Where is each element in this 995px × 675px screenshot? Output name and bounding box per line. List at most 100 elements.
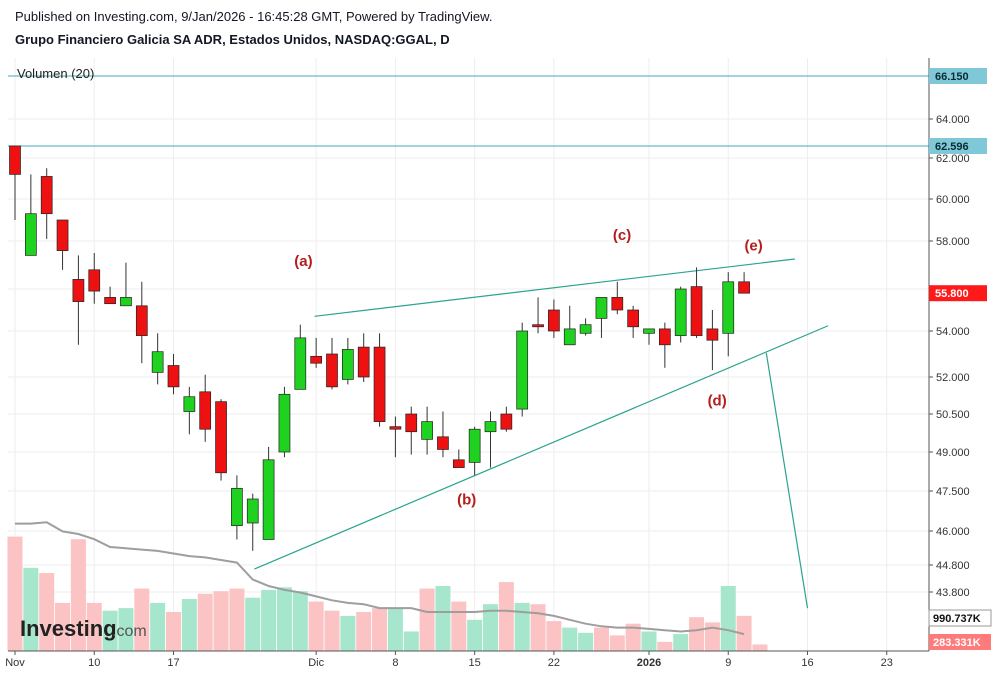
volume-bar (593, 627, 609, 651)
volume-bar (451, 601, 467, 651)
candle-body (199, 391, 212, 430)
candle-body (627, 309, 640, 328)
volume-bar (213, 591, 229, 651)
logo-suffix: .com (112, 623, 147, 640)
candle-body (405, 413, 418, 433)
volume-tag (929, 634, 991, 650)
candle-body (88, 269, 101, 292)
volume-bar (102, 610, 118, 651)
volume-bar (387, 608, 403, 651)
trendlines (254, 258, 829, 609)
candle-body (658, 328, 671, 346)
y-tick-label: 46.000 (936, 526, 970, 538)
candle (326, 337, 338, 390)
x-tick-label: Dic (308, 657, 324, 669)
candle (674, 286, 687, 343)
candle-body (25, 213, 37, 256)
candle (421, 406, 433, 455)
axes: 64.00062.00060.00058.00056.00054.00052.0… (5, 58, 992, 669)
candle-body (452, 459, 465, 468)
volume-tag-label: 990.737K (933, 613, 981, 625)
volume-bar (435, 586, 451, 651)
wave-label: (c) (613, 227, 631, 244)
volume-bars (7, 536, 768, 651)
candle-body (500, 413, 513, 430)
volume-bar (118, 608, 134, 651)
candle-body (595, 297, 608, 319)
volume-bar (419, 588, 435, 651)
volume-bar (609, 635, 625, 651)
candle (484, 411, 497, 468)
candle-body (120, 297, 132, 307)
wave-labels: (a) (b) (c) (d) (e) (294, 227, 762, 508)
candle (231, 475, 243, 540)
volume-label: Volumen (20) (17, 66, 94, 81)
volume-bar (261, 589, 277, 651)
candle-body (183, 396, 196, 412)
logo-main: Investing (20, 616, 117, 641)
y-tick-label: 47.500 (936, 486, 970, 498)
volume-bar (467, 619, 483, 651)
candle-body (738, 281, 750, 294)
volume-bar (657, 641, 673, 651)
price-tag (929, 285, 987, 302)
wave-label: (d) (708, 392, 727, 409)
volume-bar (689, 617, 705, 651)
candle (183, 386, 196, 435)
candle (722, 272, 735, 357)
candle (373, 333, 386, 427)
candle-body (611, 297, 624, 311)
volume-bar (39, 573, 55, 651)
x-tick-label: 2026 (637, 657, 661, 669)
candle (548, 299, 560, 338)
candle (690, 267, 703, 338)
candle-body (262, 459, 275, 540)
candle-body (310, 355, 322, 364)
investing-logo: Investing .com (20, 616, 147, 641)
candle-body (294, 337, 307, 390)
candle (120, 262, 132, 307)
volume-bar (752, 644, 768, 651)
candles (9, 145, 750, 551)
candle (516, 322, 529, 417)
y-tick-label: 44.800 (936, 560, 970, 572)
volume-bar (229, 588, 245, 651)
volume-bar (324, 610, 340, 651)
candle-body (357, 346, 370, 378)
x-tick-label: 10 (88, 657, 100, 669)
candle (532, 297, 544, 334)
y-tick-label: 50.500 (936, 409, 970, 421)
candle (658, 322, 671, 368)
candle-body (326, 353, 338, 388)
trendline (314, 258, 795, 317)
candle (199, 374, 212, 442)
candle-body (246, 498, 259, 524)
candle-body (40, 176, 53, 215)
candle-body (484, 421, 497, 433)
candle-body (421, 421, 433, 440)
chart-title: Grupo Financiero Galicia SA ADR, Estados… (15, 32, 450, 47)
y-tick-label: 62.000 (936, 153, 970, 165)
candle-body (389, 426, 402, 430)
x-tick-label: 8 (392, 657, 398, 669)
volume-ma-line (15, 521, 745, 636)
volume-bar (7, 536, 23, 651)
candle (167, 354, 180, 395)
x-tick-label: Nov (5, 657, 25, 669)
volume-bar (197, 593, 213, 651)
candle-body (579, 324, 592, 334)
candle-body (468, 428, 481, 463)
volume-tag-label: 283.331K (933, 637, 981, 649)
candle-body (342, 349, 354, 380)
candle (437, 411, 449, 458)
volume-bar (641, 631, 657, 651)
candle (56, 219, 69, 270)
candle (611, 281, 624, 315)
volume-bar (530, 604, 546, 651)
candle-body (278, 393, 291, 453)
candle-body (722, 281, 735, 334)
y-tick-label: 64.000 (936, 114, 970, 126)
volume-bar (55, 602, 71, 651)
volume-bar (514, 602, 530, 651)
